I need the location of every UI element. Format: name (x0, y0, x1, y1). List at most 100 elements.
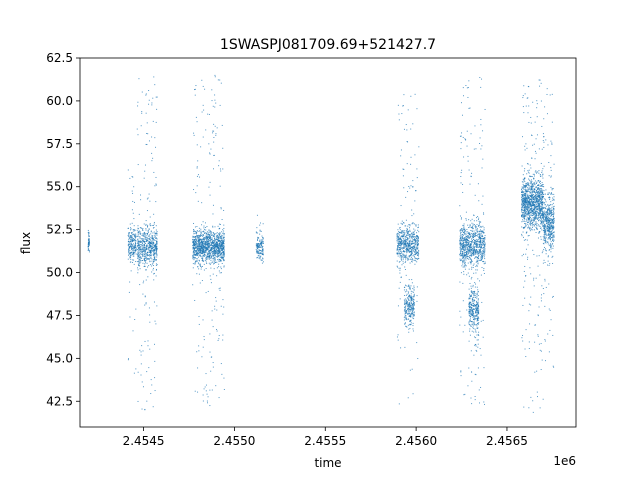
scatter-point (400, 240, 402, 242)
scatter-point (474, 286, 476, 288)
scatter-point (131, 232, 133, 234)
scatter-point (194, 242, 196, 244)
scatter-point (152, 253, 154, 255)
scatter-point (413, 244, 415, 246)
scatter-point (469, 320, 471, 322)
scatter-point (201, 255, 203, 257)
scatter-point (412, 241, 414, 243)
scatter-point (470, 311, 472, 313)
scatter-point (154, 377, 156, 379)
scatter-point (211, 249, 213, 251)
scatter-point (477, 295, 479, 297)
scatter-point (147, 225, 149, 227)
scatter-point (200, 252, 202, 254)
scatter-point (410, 307, 412, 309)
scatter-point (482, 225, 484, 227)
scatter-point (403, 310, 405, 312)
scatter-point (215, 248, 217, 250)
scatter-point (469, 245, 471, 247)
scatter-point (200, 247, 202, 249)
scatter-point (156, 108, 158, 110)
scatter-point (209, 233, 211, 235)
scatter-point (137, 232, 139, 234)
scatter-point (260, 252, 262, 254)
scatter-point (205, 248, 207, 250)
scatter-point (132, 176, 134, 178)
scatter-point (542, 216, 544, 218)
scatter-point (465, 247, 467, 249)
scatter-point (403, 187, 405, 189)
scatter-point (203, 251, 205, 253)
scatter-point (537, 314, 539, 316)
scatter-point (214, 251, 216, 253)
scatter-point (413, 234, 415, 236)
scatter-point (197, 250, 199, 252)
scatter-point (464, 263, 466, 265)
scatter-point (140, 354, 142, 356)
scatter-point (222, 242, 224, 244)
scatter-point (211, 257, 213, 259)
scatter-point (262, 250, 264, 252)
scatter-point (530, 396, 532, 398)
scatter-point (413, 314, 415, 316)
scatter-point (201, 250, 203, 252)
scatter-point (481, 231, 483, 233)
scatter-point (151, 235, 153, 237)
scatter-point (258, 248, 260, 250)
scatter-point (222, 245, 224, 247)
scatter-point (474, 253, 476, 255)
scatter-point (472, 235, 474, 237)
scatter-point (459, 252, 461, 254)
scatter-point (206, 238, 208, 240)
scatter-point (205, 232, 207, 234)
scatter-point (483, 254, 485, 256)
scatter-point (465, 244, 467, 246)
scatter-point (193, 228, 195, 230)
scatter-point (140, 233, 142, 235)
scatter-point (216, 243, 218, 245)
scatter-point (132, 243, 134, 245)
scatter-point (476, 302, 478, 304)
scatter-point (205, 227, 207, 229)
scatter-point (259, 257, 261, 259)
scatter-point (396, 260, 398, 262)
scatter-point (542, 189, 544, 191)
scatter-point (473, 250, 475, 252)
scatter-point (198, 236, 200, 238)
scatter-point (143, 241, 145, 243)
scatter-point (155, 244, 157, 246)
scatter-point (408, 315, 410, 317)
scatter-point (409, 262, 411, 264)
scatter-point (154, 343, 156, 345)
scatter-point (209, 237, 211, 239)
scatter-point (211, 310, 213, 312)
scatter-point (476, 245, 478, 247)
scatter-point (129, 223, 131, 225)
scatter-point (220, 240, 222, 242)
scatter-point (399, 272, 401, 274)
scatter-point (478, 280, 480, 282)
scatter-point (218, 251, 220, 253)
scatter-point (413, 256, 415, 258)
scatter-point (214, 249, 216, 251)
scatter-point (210, 250, 212, 252)
scatter-point (221, 249, 223, 251)
scatter-point (405, 318, 407, 320)
scatter-point (129, 240, 131, 242)
scatter-point (209, 253, 211, 255)
scatter-point (203, 336, 205, 338)
scatter-point (460, 236, 462, 238)
scatter-point (145, 112, 147, 114)
scatter-point (482, 236, 484, 238)
scatter-point (220, 268, 222, 270)
scatter-point (141, 345, 143, 347)
scatter-point (474, 242, 476, 244)
scatter-point (470, 246, 472, 248)
scatter-point (484, 242, 486, 244)
scatter-point (477, 265, 479, 267)
scatter-point (481, 266, 483, 268)
scatter-point (417, 243, 419, 245)
scatter-point (472, 327, 474, 329)
scatter-point (151, 102, 153, 104)
scatter-point (137, 245, 139, 247)
